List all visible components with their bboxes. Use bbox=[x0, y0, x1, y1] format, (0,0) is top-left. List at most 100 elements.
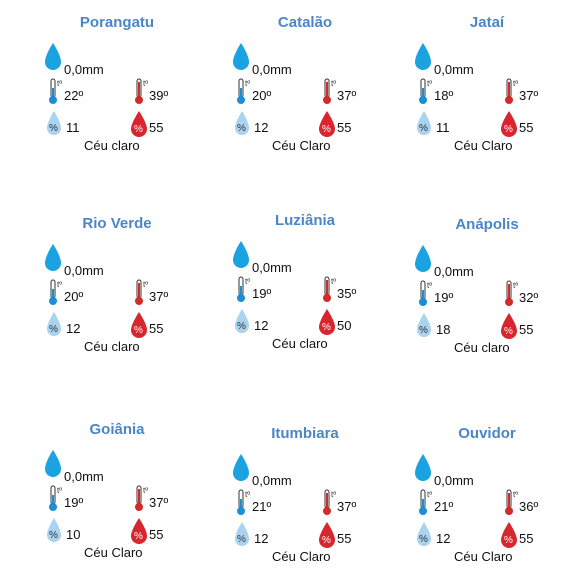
svg-text:%: % bbox=[419, 325, 428, 336]
svg-text:tº: tº bbox=[143, 280, 148, 289]
humidity-min-value: 18 bbox=[436, 322, 451, 337]
sky-condition: Céu Claro bbox=[454, 138, 513, 153]
humidity-max-icon: % bbox=[130, 110, 148, 138]
city-card-jatai: Jataí 0,0mm tº 18º tº 37º % 11 % 55 Céu … bbox=[412, 14, 562, 174]
temp-min-value: 22º bbox=[64, 88, 84, 103]
rain-drop-icon bbox=[44, 42, 62, 72]
humidity-max-icon: % bbox=[130, 311, 148, 339]
rain-value: 0,0mm bbox=[64, 263, 104, 278]
temp-max-value: 37º bbox=[149, 289, 169, 304]
svg-text:%: % bbox=[49, 123, 58, 134]
sky-condition: Céu claro bbox=[454, 340, 510, 355]
temp-max-value: 36º bbox=[519, 499, 539, 514]
thermometer-cold-icon: tº bbox=[48, 483, 62, 513]
svg-text:tº: tº bbox=[427, 79, 432, 88]
rain-drop-icon bbox=[414, 453, 432, 483]
thermometer-cold-icon: tº bbox=[48, 76, 62, 106]
svg-text:tº: tº bbox=[331, 490, 336, 499]
rain-drop-icon bbox=[414, 42, 432, 72]
city-name: Ouvidor bbox=[458, 425, 516, 442]
humidity-max-icon: % bbox=[500, 110, 518, 138]
thermometer-cold-icon: tº bbox=[236, 274, 250, 304]
temp-min-value: 20º bbox=[252, 88, 272, 103]
humidity-min-icon: % bbox=[234, 521, 250, 547]
humidity-max-value: 50 bbox=[337, 318, 352, 333]
city-name: Goiânia bbox=[89, 421, 145, 438]
svg-text:%: % bbox=[419, 123, 428, 134]
humidity-max-icon: % bbox=[318, 110, 336, 138]
city-card-anapolis: Anápolis 0,0mm tº 19º tº 32º % 18 % 55 C… bbox=[412, 216, 562, 376]
svg-text:tº: tº bbox=[331, 79, 336, 88]
svg-text:%: % bbox=[49, 324, 58, 335]
humidity-min-value: 11 bbox=[436, 120, 450, 135]
svg-text:tº: tº bbox=[331, 277, 336, 286]
sky-condition: Céu claro bbox=[272, 336, 328, 351]
sky-condition: Céu Claro bbox=[454, 549, 513, 564]
humidity-max-value: 55 bbox=[149, 321, 164, 336]
thermometer-hot-icon: tº bbox=[134, 483, 148, 513]
sky-condition: Céu Claro bbox=[84, 545, 143, 560]
city-name: Itumbiara bbox=[271, 425, 339, 442]
temp-min-value: 19º bbox=[252, 286, 272, 301]
svg-text:tº: tº bbox=[513, 79, 518, 88]
rain-value: 0,0mm bbox=[64, 62, 104, 77]
temp-min-value: 20º bbox=[64, 289, 84, 304]
thermometer-cold-icon: tº bbox=[236, 487, 250, 517]
humidity-min-value: 10 bbox=[66, 527, 81, 542]
city-name: Rio Verde bbox=[82, 215, 152, 232]
thermometer-hot-icon: tº bbox=[134, 277, 148, 307]
temp-max-value: 35º bbox=[337, 286, 357, 301]
thermometer-hot-icon: tº bbox=[322, 76, 336, 106]
temp-max-value: 37º bbox=[337, 499, 357, 514]
sky-condition: Céu claro bbox=[84, 138, 140, 153]
temp-max-value: 37º bbox=[519, 88, 539, 103]
svg-text:%: % bbox=[504, 124, 513, 135]
svg-text:tº: tº bbox=[245, 79, 250, 88]
svg-text:%: % bbox=[504, 535, 513, 546]
svg-text:%: % bbox=[504, 326, 513, 337]
city-card-ouvidor: Ouvidor 0,0mm tº 21º tº 36º % 12 % 55 Cé… bbox=[412, 425, 562, 585]
svg-text:%: % bbox=[237, 123, 246, 134]
rain-drop-icon bbox=[44, 449, 62, 479]
city-card-goiania: Goiânia 0,0mm tº 19º tº 37º % 10 % 55 Cé… bbox=[42, 421, 192, 581]
humidity-max-value: 55 bbox=[519, 120, 534, 135]
humidity-max-icon: % bbox=[318, 308, 336, 336]
svg-text:%: % bbox=[322, 124, 331, 135]
rain-value: 0,0mm bbox=[252, 260, 292, 275]
city-card-porangatu: Porangatu 0,0mm tº 22º tº 39º % 11 % 55 … bbox=[42, 14, 192, 174]
rain-drop-icon bbox=[232, 42, 250, 72]
rain-drop-icon bbox=[232, 240, 250, 270]
city-card-luziania: Luziânia 0,0mm tº 19º tº 35º % 12 % 50 C… bbox=[230, 212, 380, 372]
rain-value: 0,0mm bbox=[64, 469, 104, 484]
city-card-rio-verde: Rio Verde 0,0mm tº 20º tº 37º % 12 % 55 … bbox=[42, 215, 192, 375]
city-card-catalao: Catalão 0,0mm tº 20º tº 37º % 12 % 55 Cé… bbox=[230, 14, 380, 174]
rain-drop-icon bbox=[414, 244, 432, 274]
svg-text:tº: tº bbox=[245, 490, 250, 499]
temp-max-value: 37º bbox=[337, 88, 357, 103]
rain-value: 0,0mm bbox=[434, 264, 474, 279]
temp-max-value: 32º bbox=[519, 290, 539, 305]
humidity-min-icon: % bbox=[234, 110, 250, 136]
svg-text:%: % bbox=[322, 535, 331, 546]
humidity-max-icon: % bbox=[500, 312, 518, 340]
svg-text:tº: tº bbox=[245, 277, 250, 286]
humidity-min-icon: % bbox=[416, 521, 432, 547]
thermometer-hot-icon: tº bbox=[504, 76, 518, 106]
rain-value: 0,0mm bbox=[434, 62, 474, 77]
temp-max-value: 39º bbox=[149, 88, 169, 103]
humidity-max-value: 55 bbox=[149, 527, 164, 542]
thermometer-cold-icon: tº bbox=[418, 278, 432, 308]
humidity-max-value: 55 bbox=[519, 322, 534, 337]
humidity-min-icon: % bbox=[234, 308, 250, 334]
svg-text:tº: tº bbox=[427, 490, 432, 499]
svg-text:%: % bbox=[322, 322, 331, 333]
svg-text:tº: tº bbox=[143, 486, 148, 495]
thermometer-cold-icon: tº bbox=[418, 76, 432, 106]
humidity-min-icon: % bbox=[46, 311, 62, 337]
humidity-max-value: 55 bbox=[337, 531, 352, 546]
humidity-min-value: 12 bbox=[66, 321, 81, 336]
humidity-min-icon: % bbox=[46, 517, 62, 543]
temp-min-value: 21º bbox=[434, 499, 454, 514]
thermometer-hot-icon: tº bbox=[134, 76, 148, 106]
svg-text:tº: tº bbox=[57, 79, 62, 88]
